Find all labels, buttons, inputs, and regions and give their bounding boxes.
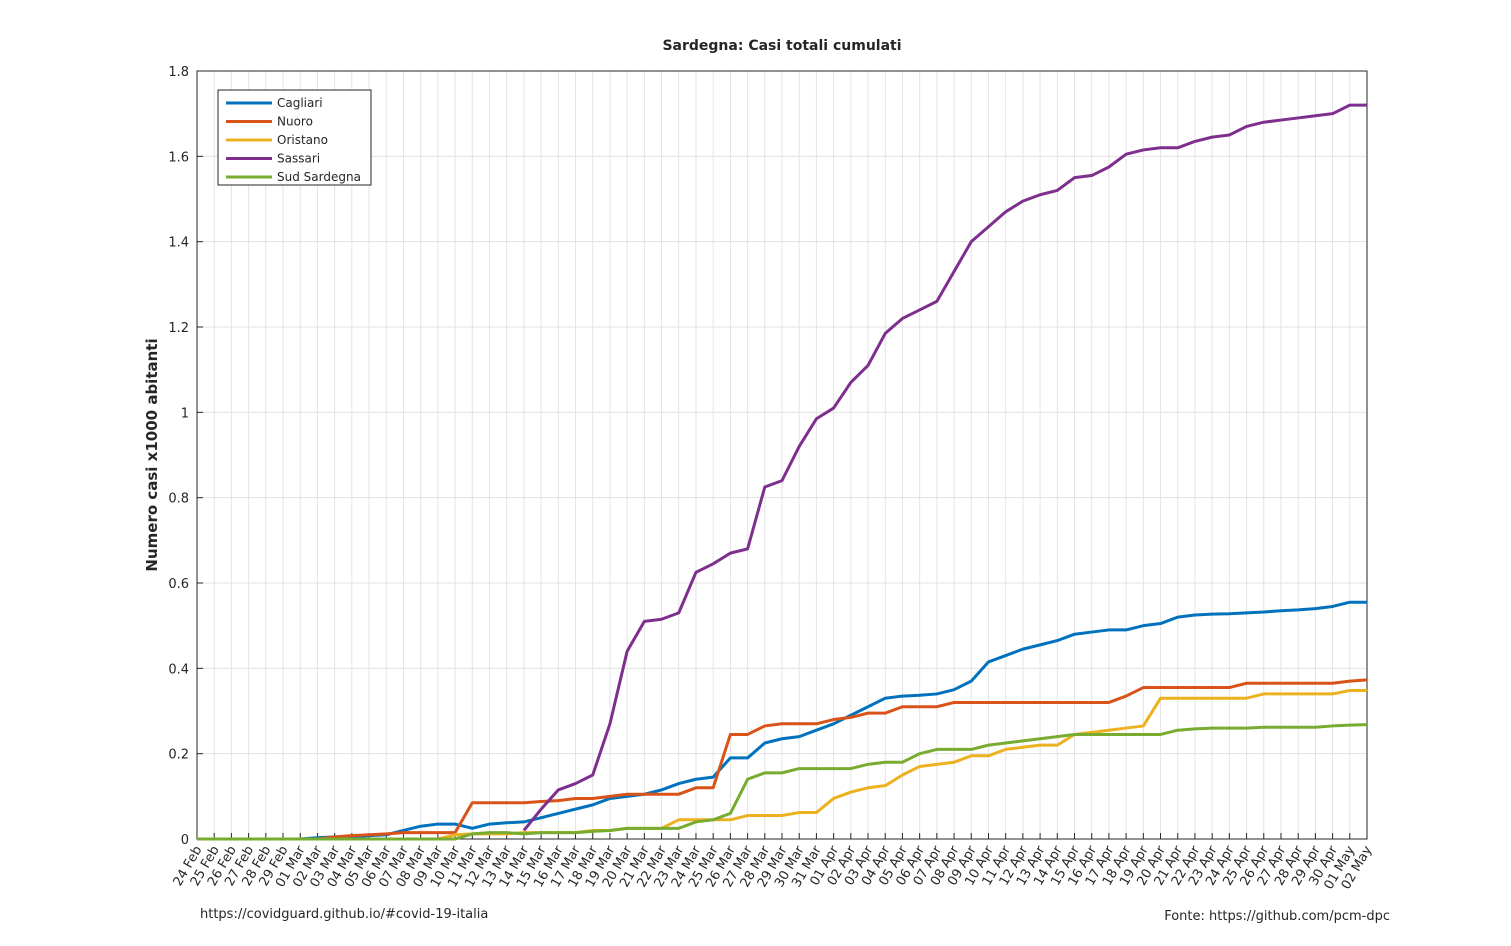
legend-label: Sassari xyxy=(277,152,320,166)
y-axis-label: Numero casi x1000 abitanti xyxy=(143,338,161,571)
y-tick-label: 0.6 xyxy=(168,577,189,592)
y-tick-label: 0.8 xyxy=(168,492,189,507)
grid xyxy=(196,70,1368,840)
legend-label: Oristano xyxy=(277,133,328,147)
series-line xyxy=(197,723,1368,841)
footer-right: Fonte: https://github.com/pcm-dpc xyxy=(1164,909,1390,924)
chart-title: Sardegna: Casi totali cumulati xyxy=(662,38,901,54)
y-tick-label: 1.4 xyxy=(168,236,189,251)
y-tick-label: 1.2 xyxy=(168,321,189,336)
legend-box xyxy=(217,89,372,186)
legend-label: Sud Sardegna xyxy=(277,170,361,184)
series-line xyxy=(522,103,1367,832)
legend-label: Nuoro xyxy=(277,115,313,129)
legend-label: Cagliari xyxy=(277,96,323,110)
y-tick-label: 0.2 xyxy=(168,748,189,763)
y-tick-label: 0 xyxy=(181,833,189,848)
y-tick-label: 1.8 xyxy=(168,65,189,80)
y-tick-label: 1 xyxy=(181,406,189,421)
series-line xyxy=(197,678,1368,841)
y-tick-label: 0.4 xyxy=(168,662,189,677)
footer-left: https://covidguard.github.io/#covid-19-i… xyxy=(200,907,488,922)
y-tick-label: 1.6 xyxy=(168,150,189,165)
